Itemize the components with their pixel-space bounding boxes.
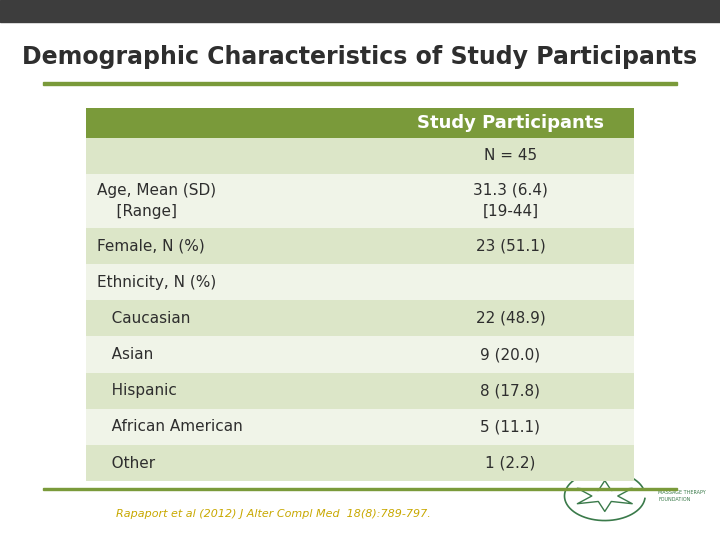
Text: Age, Mean (SD)
    [Range]: Age, Mean (SD) [Range] (97, 183, 216, 219)
Text: 1 (2.2): 1 (2.2) (485, 456, 536, 470)
Text: 22 (48.9): 22 (48.9) (476, 311, 545, 326)
Text: Female, N (%): Female, N (%) (97, 239, 205, 253)
Text: Ethnicity, N (%): Ethnicity, N (%) (97, 275, 217, 289)
Text: N = 45: N = 45 (484, 148, 537, 163)
Text: 9 (20.0): 9 (20.0) (480, 347, 541, 362)
Text: MASSAGE THERAPY
FOUNDATION: MASSAGE THERAPY FOUNDATION (658, 490, 706, 502)
Text: 31.3 (6.4)
[19-44]: 31.3 (6.4) [19-44] (473, 183, 548, 219)
Text: 5 (11.1): 5 (11.1) (480, 420, 541, 434)
Text: Other: Other (97, 456, 156, 470)
Text: Study Participants: Study Participants (417, 114, 604, 132)
Text: Caucasian: Caucasian (97, 311, 191, 326)
Text: African American: African American (97, 420, 243, 434)
Text: Hispanic: Hispanic (97, 383, 177, 398)
Text: 23 (51.1): 23 (51.1) (476, 239, 545, 253)
Text: Demographic Characteristics of Study Participants: Demographic Characteristics of Study Par… (22, 45, 698, 69)
Text: 8 (17.8): 8 (17.8) (480, 383, 541, 398)
Text: Asian: Asian (97, 347, 153, 362)
Text: Rapaport et al (2012) J Alter Compl Med  18(8):789-797.: Rapaport et al (2012) J Alter Compl Med … (116, 509, 431, 518)
